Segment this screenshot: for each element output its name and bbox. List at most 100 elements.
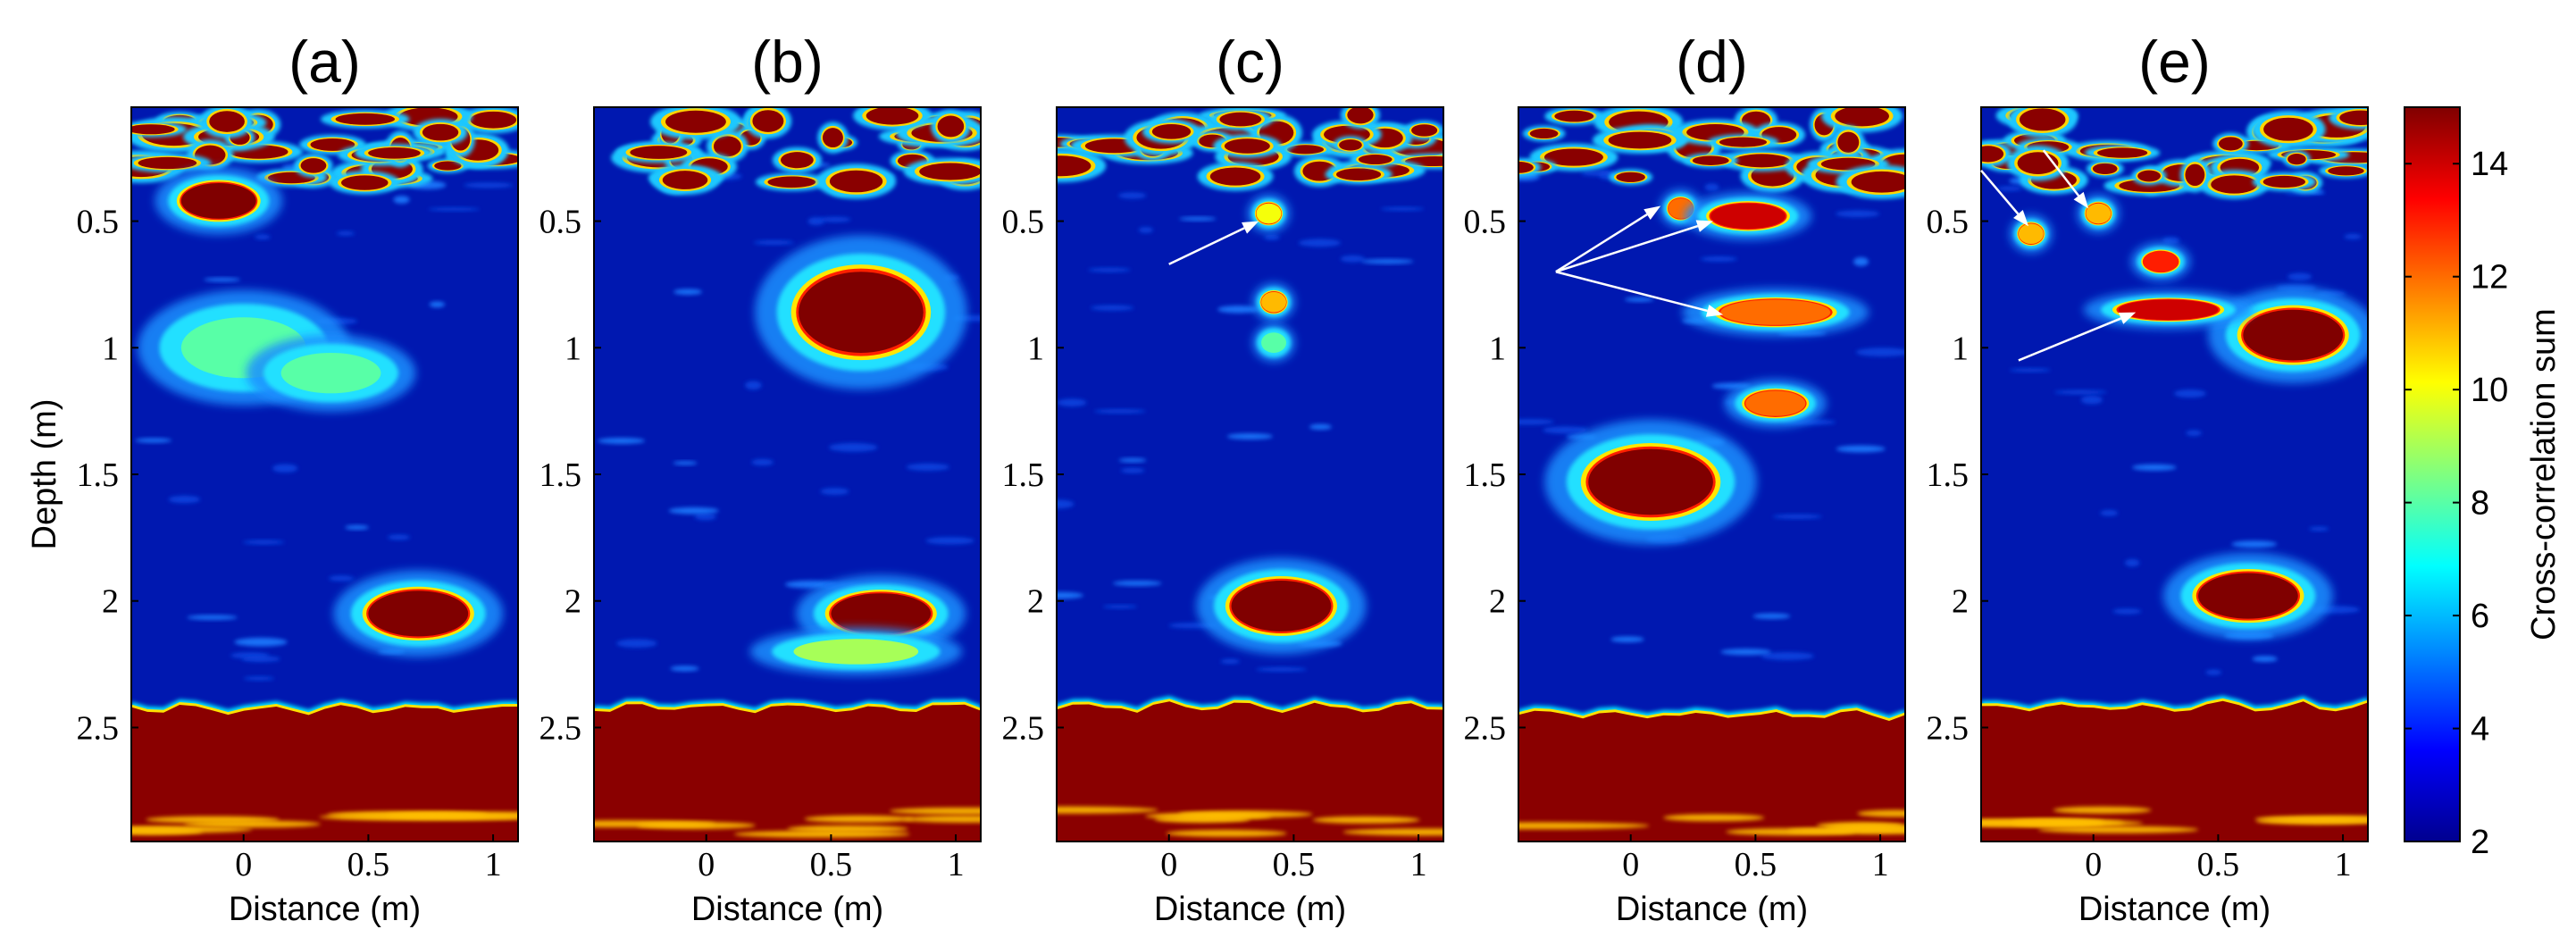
bottom-layer (131, 699, 518, 841)
noise-speckle (243, 676, 275, 681)
noise-speckle (464, 182, 514, 188)
anomaly (755, 235, 967, 389)
bottom-streak (131, 827, 203, 835)
noise-speckle (673, 461, 698, 465)
y-tick-label: 2.5 (1002, 709, 1045, 747)
x-tick-label: 1 (485, 846, 502, 883)
surface-clutter (1057, 155, 1091, 177)
surface-clutter (2185, 163, 2205, 187)
y-tick-label: 2 (1489, 583, 1506, 621)
surface-clutter (630, 146, 688, 159)
bottom-layer (594, 699, 981, 841)
panel-image (131, 107, 518, 841)
noise-speckle (1543, 426, 1588, 434)
noise-speckle (753, 239, 795, 246)
surface-clutter (209, 111, 245, 132)
noise-speckle (670, 666, 699, 672)
bottom-streak (2012, 818, 2104, 826)
bottom-streak (903, 815, 981, 823)
noise-speckle (1057, 499, 1075, 509)
surface-clutter (752, 110, 784, 132)
noise-speckle (1610, 636, 1644, 642)
noise-speckle (1835, 210, 1880, 218)
x-axis-label: Distance (m) (2078, 891, 2271, 928)
surface-clutter (1411, 124, 1438, 137)
bottom-streak (1857, 809, 1905, 817)
noise-speckle (597, 438, 646, 444)
surface-clutter (1224, 138, 1270, 154)
noise-speckle (2344, 233, 2362, 239)
surface-clutter (2262, 175, 2306, 188)
surface-clutter (1336, 168, 1382, 181)
anomaly (1252, 282, 1295, 322)
surface-clutter (1219, 112, 1262, 127)
noise-speckle (2080, 395, 2103, 405)
y-tick-label: 1 (1489, 330, 1506, 367)
x-tick-label: 0.5 (1735, 846, 1777, 883)
noise-speckle (1836, 445, 1886, 453)
noise-speckle (1138, 227, 1154, 233)
panel-image (1518, 107, 1905, 841)
x-tick-label: 0 (235, 846, 252, 883)
noise-speckle (820, 488, 849, 495)
colorbar-tick-label: 8 (2471, 485, 2489, 523)
anomaly (1196, 557, 1367, 655)
surface-clutter (822, 128, 843, 148)
noise-speckle (2205, 669, 2222, 675)
noise-speckle (1087, 267, 1131, 272)
anomaly (749, 627, 963, 676)
noise-speckle (1057, 398, 1087, 407)
noise-speckle (1093, 408, 1146, 414)
surface-clutter (1518, 162, 1534, 173)
surface-clutter (335, 113, 396, 125)
colorbar: 2 4 6 8 10 12 14 Cross-correlation sum (2404, 106, 2563, 861)
panel-title: (a) (289, 29, 361, 95)
surface-clutter (2339, 110, 2368, 125)
surface-clutter (1734, 154, 1790, 168)
x-tick-label: 0.5 (347, 846, 390, 883)
x-tick-label: 0 (698, 846, 715, 883)
y-tick-label: 1.5 (1927, 456, 1970, 494)
noise-speckle (925, 537, 974, 545)
noise-speckle (1298, 239, 1342, 247)
noise-speckle (2009, 368, 2051, 373)
colorbar-tick-label: 2 (2471, 824, 2489, 861)
noise-speckle (1581, 170, 1614, 177)
y-tick-label: 1.5 (539, 456, 582, 494)
surface-clutter (341, 175, 389, 190)
y-tick-label: 2.5 (539, 709, 582, 747)
surface-clutter (662, 171, 708, 189)
bottom-streak (1342, 828, 1443, 836)
surface-clutter (368, 147, 421, 159)
anomaly (333, 570, 504, 657)
y-tick-label: 1 (565, 330, 581, 367)
surface-clutter (2328, 166, 2364, 176)
noise-speckle (1720, 649, 1772, 656)
noise-speckle (2252, 656, 2278, 662)
surface-clutter (919, 163, 981, 180)
noise-speckle (2173, 389, 2206, 398)
noise-speckle (2186, 430, 2203, 436)
surface-clutter (300, 158, 327, 173)
bottom-streak (2037, 825, 2199, 833)
anomaly (2130, 242, 2191, 281)
bottom-streak (1312, 816, 1420, 824)
x-tick-label: 1 (1410, 846, 1427, 883)
noise-speckle (1380, 206, 1425, 211)
x-axis-label: Distance (m) (1154, 891, 1346, 928)
colorbar-gradient (2404, 106, 2461, 842)
noise-speckle (336, 230, 355, 236)
y-tick-label: 2 (565, 583, 581, 621)
noise-speckle (345, 524, 369, 530)
surface-clutter (1151, 123, 1192, 139)
noise-speckle (1700, 256, 1738, 262)
colorbar-tick-label: 4 (2471, 711, 2489, 749)
x-tick-label: 1 (2335, 846, 2352, 883)
colorbar-tick-label: 10 (2471, 372, 2508, 409)
surface-clutter (1554, 110, 1594, 122)
x-tick-label: 0.5 (2197, 846, 2240, 883)
surface-clutter (1851, 171, 1905, 193)
surface-clutter (1616, 172, 1645, 182)
surface-clutter (1692, 155, 1729, 165)
